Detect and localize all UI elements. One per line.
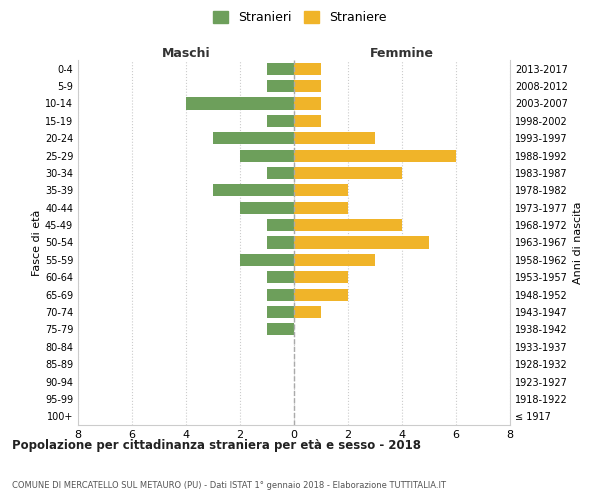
Bar xyxy=(294,288,348,300)
Bar xyxy=(294,115,321,127)
Bar xyxy=(294,80,321,92)
Bar xyxy=(267,271,294,283)
Bar xyxy=(267,288,294,300)
Bar xyxy=(213,132,294,144)
Bar xyxy=(267,324,294,336)
Text: COMUNE DI MERCATELLO SUL METAURO (PU) - Dati ISTAT 1° gennaio 2018 - Elaborazion: COMUNE DI MERCATELLO SUL METAURO (PU) - … xyxy=(12,481,446,490)
Bar xyxy=(294,254,375,266)
Bar xyxy=(294,306,321,318)
Bar xyxy=(240,202,294,214)
Bar xyxy=(294,132,375,144)
Legend: Stranieri, Straniere: Stranieri, Straniere xyxy=(208,6,392,29)
Y-axis label: Anni di nascita: Anni di nascita xyxy=(573,201,583,284)
Bar xyxy=(267,62,294,75)
Bar xyxy=(294,98,321,110)
Bar xyxy=(267,219,294,231)
Y-axis label: Fasce di età: Fasce di età xyxy=(32,210,42,276)
Text: Maschi: Maschi xyxy=(161,47,211,60)
Bar xyxy=(267,236,294,248)
Bar xyxy=(294,167,402,179)
Text: Femmine: Femmine xyxy=(370,47,434,60)
Bar xyxy=(267,80,294,92)
Bar xyxy=(213,184,294,196)
Bar xyxy=(294,62,321,75)
Bar xyxy=(294,236,429,248)
Bar xyxy=(240,254,294,266)
Bar xyxy=(267,167,294,179)
Bar xyxy=(240,150,294,162)
Bar xyxy=(294,150,456,162)
Bar xyxy=(294,184,348,196)
Bar xyxy=(294,219,402,231)
Bar xyxy=(294,202,348,214)
Bar xyxy=(294,271,348,283)
Bar xyxy=(186,98,294,110)
Bar xyxy=(267,115,294,127)
Bar xyxy=(267,306,294,318)
Text: Popolazione per cittadinanza straniera per età e sesso - 2018: Popolazione per cittadinanza straniera p… xyxy=(12,440,421,452)
